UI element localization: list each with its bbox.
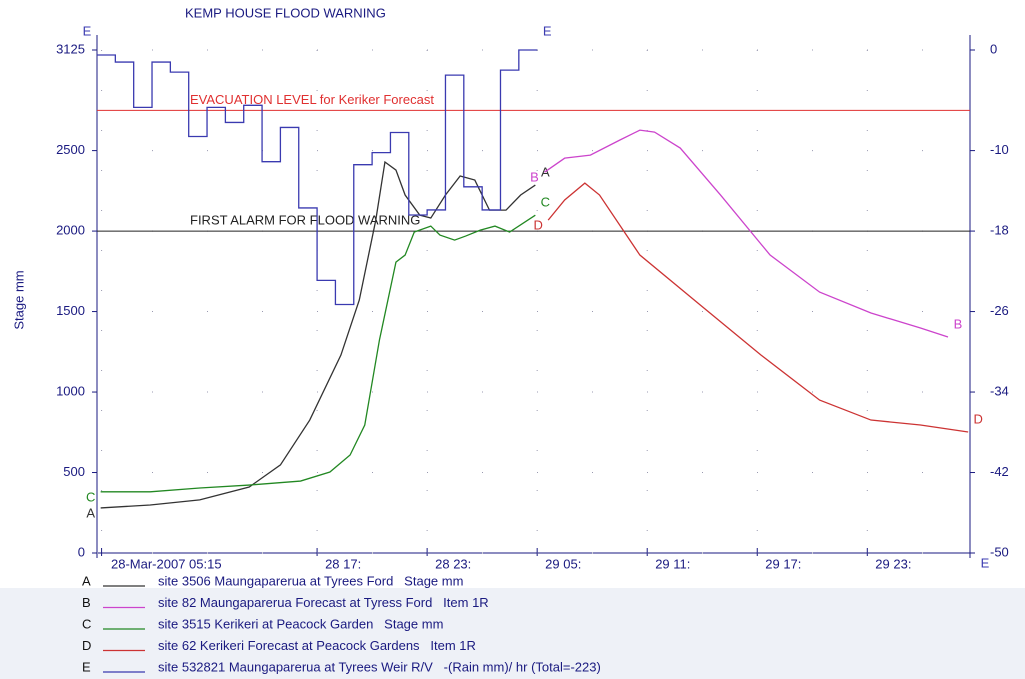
y2-tick-label: -34: [990, 383, 1009, 398]
y-tick-label: 1000: [56, 383, 85, 398]
series-marker-label: D: [533, 218, 542, 233]
series-marker-label: D: [973, 411, 982, 426]
series-line: [544, 129, 949, 338]
chart-title: KEMP HOUSE FLOOD WARNING: [185, 5, 386, 20]
series-line: [547, 182, 969, 433]
series-marker-label: E: [981, 555, 990, 570]
legend-label: site 62 Kerikeri Forecast at Peacock Gar…: [158, 638, 476, 653]
legend-label: site 3515 Kerikeri at Peacock Garden Sta…: [158, 616, 443, 631]
x-tick-label: 29 17:: [765, 556, 801, 571]
reference-label: FIRST ALARM FOR FLOOD WARNING: [190, 213, 420, 228]
series-line: [97, 49, 538, 306]
legend-label: site 3506 Maungaparerua at Tyrees Ford S…: [158, 573, 463, 588]
legend-key: D: [82, 638, 91, 653]
y-tick-label: 3125: [56, 41, 85, 56]
x-tick-label: 28 17:: [325, 556, 361, 571]
series-marker-label: B: [530, 170, 539, 185]
x-tick-label: 29 11:: [655, 556, 690, 571]
legend-key: A: [82, 573, 91, 588]
y2-tick-label: 0: [990, 41, 997, 56]
legend-key: C: [82, 616, 91, 631]
series-line: [100, 160, 536, 509]
series-marker-label: A: [86, 505, 95, 520]
legend-band: [0, 588, 1025, 679]
y2-tick-label: -10: [990, 142, 1009, 157]
y-tick-label: 2000: [56, 223, 85, 238]
series-marker-label: B: [954, 316, 963, 331]
y2-tick-label: -50: [990, 544, 1009, 559]
x-tick-label: 28 23:: [435, 556, 471, 571]
x-tick-label: 29 05:: [545, 556, 581, 571]
legend-key: B: [82, 595, 91, 610]
y-tick-label: 500: [63, 464, 85, 479]
series-marker-label: E: [543, 23, 552, 38]
series-marker-label: C: [541, 195, 550, 210]
legend-key: E: [82, 659, 91, 674]
y2-tick-label: -18: [990, 223, 1009, 238]
series-line: [100, 214, 536, 493]
series-marker-label: C: [86, 489, 95, 504]
legend-label: site 532821 Maungaparerua at Tyrees Weir…: [158, 659, 601, 674]
legend-label: site 82 Maungaparerua Forecast at Tyress…: [158, 595, 489, 610]
x-tick-label: 28-Mar-2007 05:15: [111, 556, 222, 571]
y2-tick-label: -26: [990, 303, 1009, 318]
y2-tick-label: -42: [990, 464, 1009, 479]
y-tick-label: 0: [78, 544, 85, 559]
series-marker-label: E: [83, 23, 92, 38]
y-tick-label: 2500: [56, 142, 85, 157]
x-tick-label: 29 23:: [875, 556, 911, 571]
y-tick-label: 1500: [56, 303, 85, 318]
y-axis-label: Stage mm: [11, 270, 26, 329]
reference-label: EVACUATION LEVEL for Keriker Forecast: [190, 92, 434, 107]
